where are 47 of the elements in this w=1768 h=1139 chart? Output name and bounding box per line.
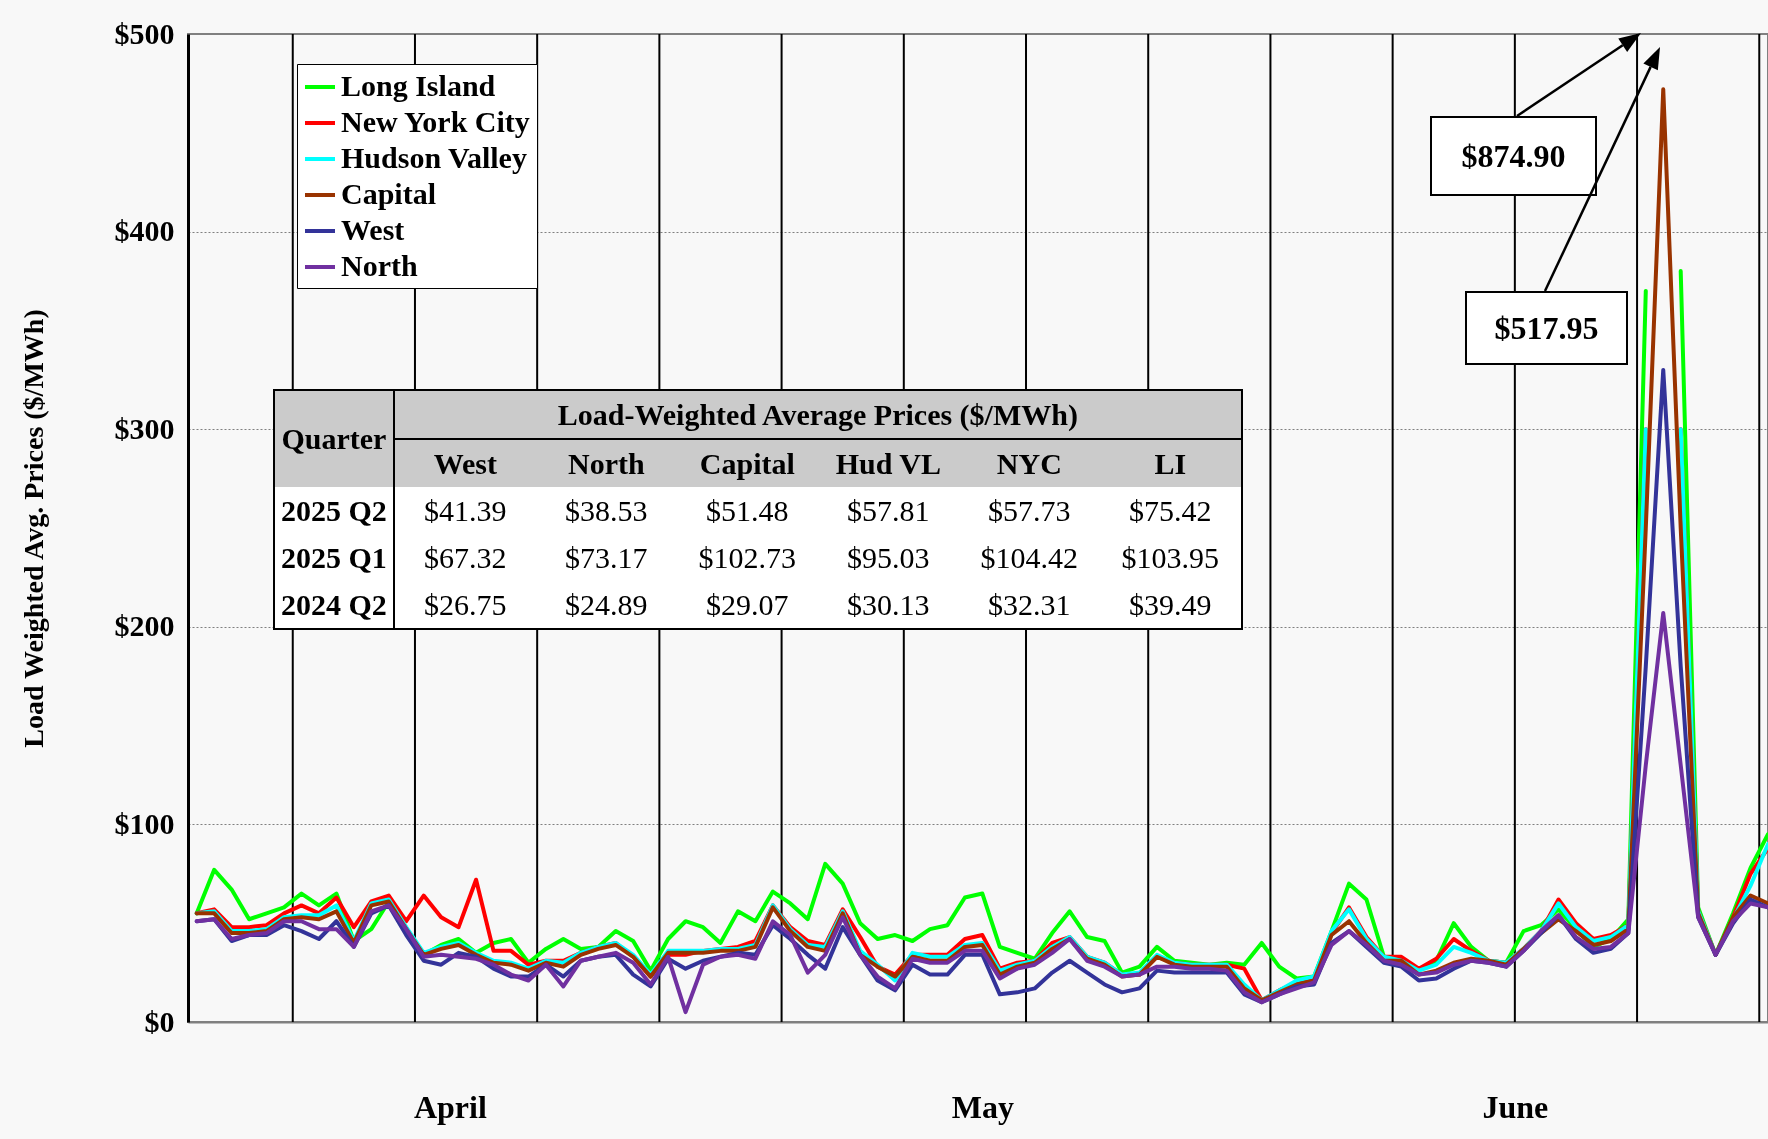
x-tick-label: June bbox=[1482, 1088, 1549, 1125]
legend-label: Capital bbox=[341, 177, 437, 210]
y-tick-label: $400 bbox=[114, 214, 175, 248]
annotation: $41.39 bbox=[423, 492, 508, 529]
annotation: $29.07 bbox=[705, 586, 790, 623]
annotation: $75.42 bbox=[1128, 492, 1213, 529]
annotation: $38.53 bbox=[564, 492, 649, 529]
y-tick-label: $500 bbox=[114, 16, 175, 50]
annotation: Quarter bbox=[274, 390, 394, 487]
y-tick-label: $0 bbox=[144, 1004, 175, 1038]
annotation: $57.81 bbox=[846, 492, 931, 529]
legend-label: Hudson Valley bbox=[341, 141, 527, 174]
annotation: 2025 Q2 bbox=[274, 487, 394, 534]
annotation: $95.03 bbox=[846, 539, 931, 576]
annotation: 2024 Q2 bbox=[274, 581, 394, 629]
annotation: $102.73 bbox=[697, 539, 798, 576]
annotation: Hud VL bbox=[817, 439, 959, 487]
annotation: $30.13 bbox=[846, 586, 931, 623]
annotation: $103.95 bbox=[1120, 539, 1221, 576]
y-tick-label: $100 bbox=[114, 806, 175, 840]
annotation: Capital bbox=[676, 439, 818, 487]
annotation: LI bbox=[1099, 439, 1242, 487]
annotation: $67.32 bbox=[423, 539, 508, 576]
annotation: North bbox=[535, 439, 677, 487]
y-axis-title: Load Weighted Avg. Prices ($/MWh) bbox=[17, 309, 49, 748]
annotation: $104.42 bbox=[979, 539, 1080, 576]
x-tick-label: May bbox=[951, 1088, 1014, 1125]
x-tick-label: April bbox=[413, 1088, 487, 1125]
y-tick-label: $300 bbox=[114, 411, 175, 445]
annotation: $73.17 bbox=[564, 539, 649, 576]
annotation: $874.90 bbox=[1430, 116, 1597, 196]
annotation: $32.31 bbox=[987, 586, 1072, 623]
annotation: Load-Weighted Average Prices ($/MWh) bbox=[393, 390, 1242, 439]
annotation: West bbox=[393, 439, 536, 487]
legend-label: West bbox=[341, 213, 405, 246]
annotation: $51.48 bbox=[705, 492, 790, 529]
annotation: $517.95 bbox=[1465, 291, 1628, 365]
annotation: $24.89 bbox=[564, 586, 649, 623]
annotation: $39.49 bbox=[1128, 586, 1213, 623]
y-tick-label: $200 bbox=[114, 609, 175, 643]
annotation: $57.73 bbox=[987, 492, 1072, 529]
annotation: 2025 Q1 bbox=[274, 534, 394, 581]
legend-label: North bbox=[341, 249, 418, 282]
legend-label: New York City bbox=[341, 105, 530, 138]
annotation: $26.75 bbox=[423, 586, 508, 623]
annotation: NYC bbox=[958, 439, 1100, 487]
legend-label: Long Island bbox=[341, 69, 496, 102]
